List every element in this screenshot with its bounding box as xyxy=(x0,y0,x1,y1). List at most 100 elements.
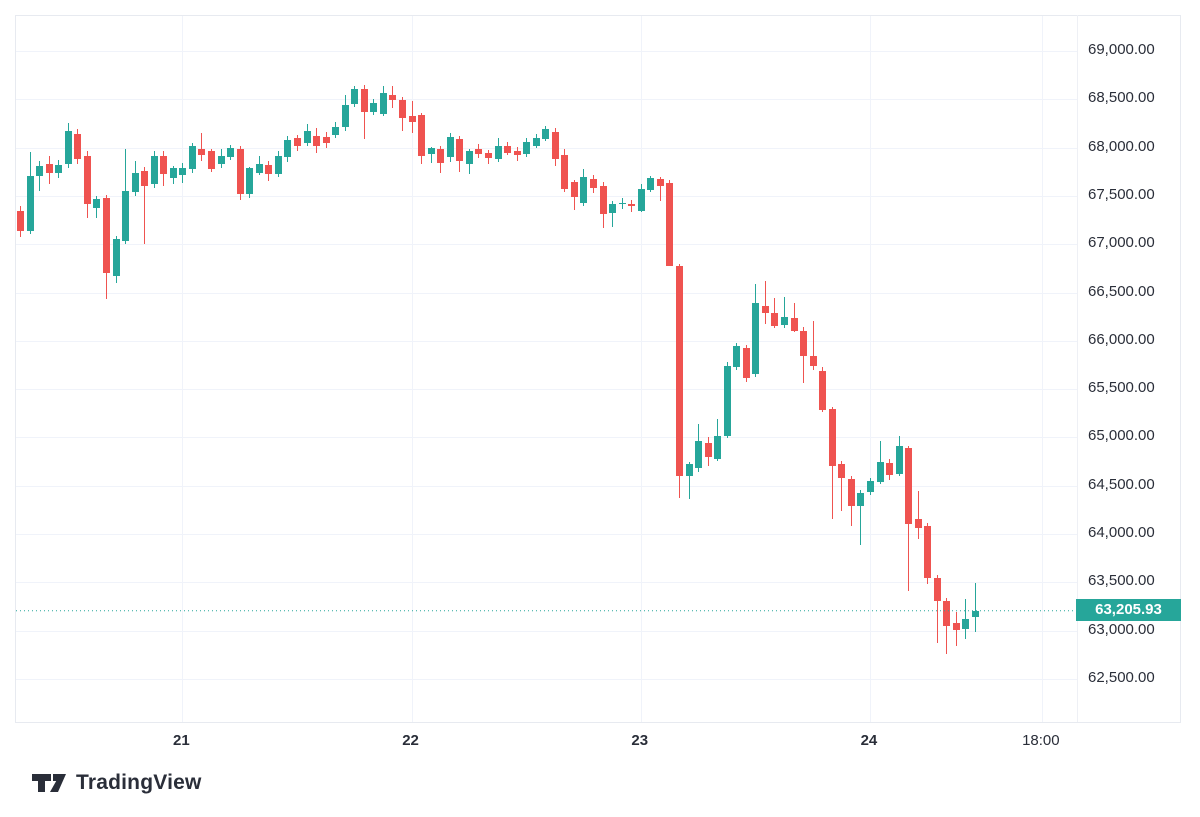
chart-plot-area[interactable] xyxy=(15,15,1077,722)
candle-down xyxy=(561,155,568,189)
candle-down xyxy=(237,149,244,194)
h-gridline xyxy=(16,341,1078,342)
candle-down xyxy=(762,306,769,313)
candle-down xyxy=(475,149,482,154)
candle-up xyxy=(542,129,549,139)
chart-widget xyxy=(15,15,1181,757)
current-price-label: 63,205.93 xyxy=(1076,598,1181,621)
candle-down xyxy=(418,115,425,156)
candle-up xyxy=(179,168,186,175)
candle-up xyxy=(877,462,884,482)
y-axis-tick-label: 63,500.00 xyxy=(1088,572,1155,590)
candle-up xyxy=(284,140,291,157)
candle-up xyxy=(714,436,721,459)
candle-wick xyxy=(860,490,861,545)
candle-up xyxy=(638,189,645,211)
candle-up xyxy=(896,446,903,474)
x-axis-time-label: 18:00 xyxy=(1022,732,1060,749)
candle-up xyxy=(580,177,587,203)
candle-up xyxy=(972,611,979,617)
y-axis-tick-label: 68,500.00 xyxy=(1088,89,1155,107)
candle-down xyxy=(409,116,416,122)
candle-up xyxy=(380,93,387,114)
y-axis-tick-label: 63,000.00 xyxy=(1088,620,1155,638)
candle-up xyxy=(65,131,72,164)
candle-up xyxy=(275,156,282,174)
candle-down xyxy=(514,151,521,155)
candle-down xyxy=(924,526,931,578)
candle-down xyxy=(953,623,960,630)
candle-down xyxy=(800,331,807,356)
h-gridline xyxy=(16,244,1078,245)
candle-up xyxy=(93,199,100,208)
candle-up xyxy=(351,89,358,104)
candle-down xyxy=(676,266,683,476)
candle-down xyxy=(657,179,664,186)
candle-up xyxy=(218,156,225,164)
candle-down xyxy=(848,479,855,506)
candle-up xyxy=(533,138,540,146)
time-axis[interactable]: 21 22 23 24 18:00 xyxy=(15,722,1181,757)
y-axis-tick-label: 62,500.00 xyxy=(1088,669,1155,686)
candle-down xyxy=(74,134,81,159)
candle-up xyxy=(609,204,616,213)
h-gridline xyxy=(16,196,1078,197)
candle-wick xyxy=(918,491,919,539)
candle-wick xyxy=(201,133,202,161)
x-axis-day-label: 24 xyxy=(860,732,878,749)
candle-up xyxy=(428,148,435,154)
candle-up xyxy=(447,137,454,157)
tradingview-attribution-link[interactable]: TradingView xyxy=(32,768,202,798)
candle-down xyxy=(103,198,110,273)
candle-down xyxy=(456,139,463,161)
candle-wick xyxy=(689,462,690,499)
candle-up xyxy=(304,131,311,143)
candle-wick xyxy=(841,461,842,511)
candle-up xyxy=(752,303,759,374)
candle-up xyxy=(695,441,702,468)
v-gridline xyxy=(1042,16,1043,723)
candle-down xyxy=(198,149,205,155)
candle-up xyxy=(36,166,43,176)
candle-down xyxy=(838,464,845,478)
candle-up xyxy=(495,146,502,159)
candle-down xyxy=(705,443,712,457)
candle-up xyxy=(686,464,693,476)
candle-up xyxy=(27,176,34,231)
candle-wick xyxy=(975,583,976,632)
candle-wick xyxy=(612,201,613,227)
candle-up xyxy=(733,346,740,367)
candle-wick xyxy=(784,297,785,328)
candle-wick xyxy=(794,303,795,332)
h-gridline xyxy=(16,389,1078,390)
candle-down xyxy=(791,318,798,331)
candle-down xyxy=(84,156,91,204)
candle-up xyxy=(857,493,864,506)
h-gridline xyxy=(16,631,1078,632)
candle-up xyxy=(227,148,234,157)
candle-up xyxy=(246,168,253,194)
candle-down xyxy=(389,95,396,100)
candle-down xyxy=(17,211,24,231)
candle-wick xyxy=(660,177,661,201)
h-gridline xyxy=(16,437,1078,438)
v-gridline xyxy=(641,16,642,723)
candle-up xyxy=(724,366,731,436)
candle-down xyxy=(600,186,607,214)
y-axis-tick-label: 65,500.00 xyxy=(1088,379,1155,397)
candle-up xyxy=(619,203,626,204)
v-gridline xyxy=(412,16,413,723)
y-axis-tick-label: 66,500.00 xyxy=(1088,282,1155,300)
candle-up xyxy=(113,239,120,276)
price-axis[interactable]: 69,000.00 68,500.00 68,000.00 67,500.00 67,0… xyxy=(1077,15,1181,722)
candle-down xyxy=(485,153,492,158)
candle-up xyxy=(256,164,263,173)
candle-down xyxy=(771,313,778,326)
y-axis-tick-label: 64,500.00 xyxy=(1088,475,1155,493)
candle-wick xyxy=(765,281,766,324)
candle-down xyxy=(829,409,836,466)
candle-down xyxy=(628,204,635,206)
candle-down xyxy=(552,132,559,159)
h-gridline xyxy=(16,679,1078,680)
